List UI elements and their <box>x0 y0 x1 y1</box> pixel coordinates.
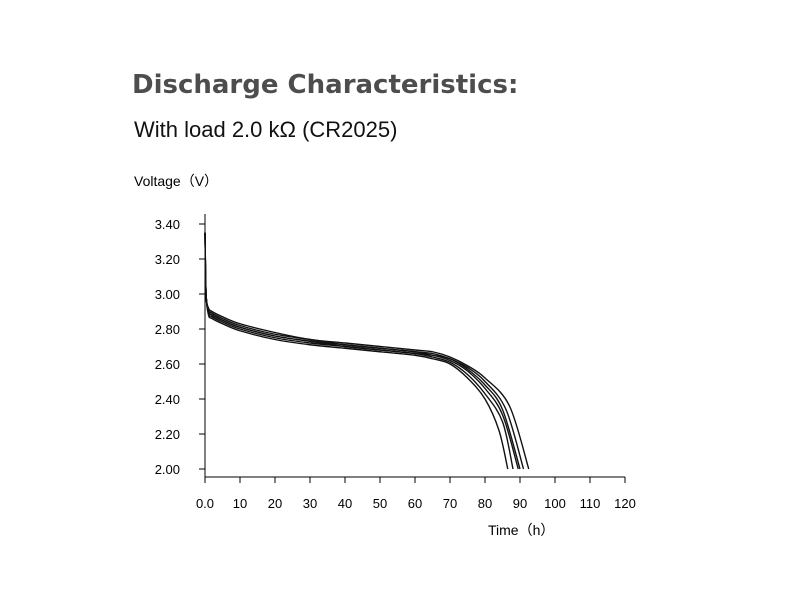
x-tick-label: 100 <box>544 496 566 511</box>
x-tick-label: 80 <box>478 496 492 511</box>
series-line-2 <box>204 232 514 470</box>
x-tick-label: 110 <box>580 496 601 511</box>
page-title: Discharge Characteristics: <box>132 70 519 100</box>
y-tick-label: 2.40 <box>155 392 180 407</box>
series-line-1 <box>204 232 509 470</box>
series-line-4 <box>204 232 521 470</box>
x-tick-label: 70 <box>443 496 457 511</box>
x-tick-label: 120 <box>614 496 636 511</box>
y-tick-label: 2.80 <box>155 322 180 337</box>
series-line-3 <box>204 232 519 470</box>
axis-ticks: 0.0 10 20 30 40 50 60 70 80 90 100 110 120 2.00 2.20 2.… <box>155 217 636 511</box>
x-axis-label: Time（h） <box>488 522 554 538</box>
y-axis-label: Voltage（V） <box>134 173 218 189</box>
y-tick-label: 3.40 <box>155 217 180 232</box>
y-tick-label: 3.00 <box>155 287 180 302</box>
x-tick-label: 50 <box>373 496 387 511</box>
y-tick-label: 3.20 <box>155 252 180 267</box>
x-tick-label: 20 <box>268 496 282 511</box>
x-tick-label: 0.0 <box>196 496 214 511</box>
x-tick-label: 30 <box>303 496 317 511</box>
series-line-6 <box>204 232 530 470</box>
x-tick-label: 40 <box>338 496 352 511</box>
x-tick-label: 60 <box>408 496 422 511</box>
series-group <box>204 232 530 470</box>
x-tick-label: 90 <box>513 496 527 511</box>
y-tick-label: 2.00 <box>155 462 180 477</box>
y-tick-label: 2.60 <box>155 357 180 372</box>
x-tick-label: 10 <box>233 496 247 511</box>
series-line-5 <box>204 232 525 470</box>
y-tick-label: 2.20 <box>155 427 180 442</box>
page-subtitle: With load 2.0 kΩ (CR2025) <box>134 117 398 142</box>
